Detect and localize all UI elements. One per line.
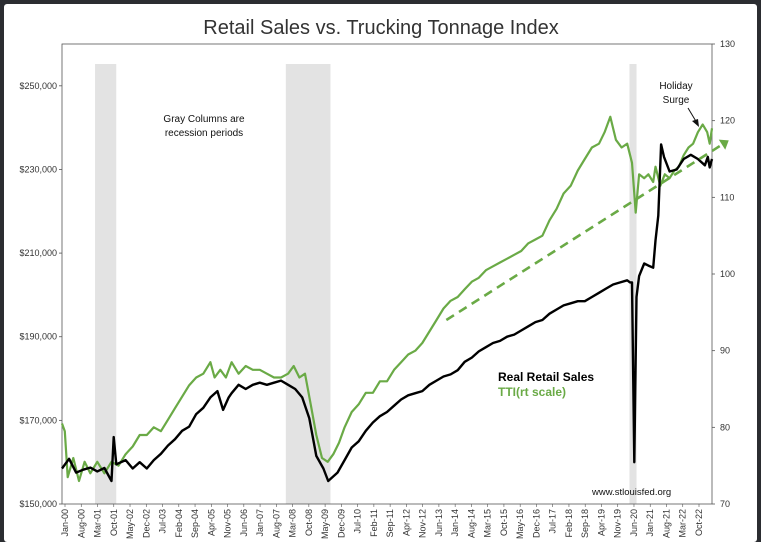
x-axis-tick-label: Jun-20 (629, 509, 639, 537)
left-axis-tick-label: $150,000 (19, 499, 57, 509)
trendline-arrowhead (718, 139, 729, 150)
x-axis-tick-label: Jan-00 (60, 509, 70, 537)
right-axis-tick-label: 90 (720, 346, 730, 356)
legend-tti: TTI(rt scale) (498, 385, 566, 399)
right-axis-tick-label: 110 (720, 192, 734, 202)
x-axis-tick-label: Oct-15 (499, 509, 509, 536)
series-lines (60, 115, 729, 483)
left-axis-tick-label: $190,000 (19, 332, 57, 342)
trendline-dashed (445, 143, 723, 322)
x-axis-tick-label: Apr-05 (206, 509, 216, 536)
x-axis-tick-label: Nov-19 (613, 509, 623, 538)
x-axis-tick-label: Oct-08 (304, 509, 314, 536)
right-axis-tick-label: 100 (720, 269, 735, 279)
x-axis-tick-label: Jun-06 (239, 509, 249, 537)
x-axis-tick-label: Jul-03 (158, 509, 168, 534)
x-axis-tick-label: Mar-15 (483, 509, 493, 538)
axes: $150,000 $170,000 $190,000 $210,000 $230,000… (19, 39, 735, 539)
x-axis-tick-label: Sep-04 (190, 509, 200, 538)
x-axis-tick-label: Aug-00 (76, 509, 86, 538)
left-axis-tick-label: $170,000 (19, 415, 57, 425)
x-axis-tick-label: Oct-22 (694, 509, 704, 536)
x-axis-tick-label: May-02 (125, 509, 135, 539)
x-axis-tick-label: Aug-21 (661, 509, 671, 538)
left-axis-tick-label: $210,000 (19, 248, 57, 258)
holiday-note-line1: Holiday (659, 81, 692, 92)
x-axis-tick-label: Jan-14 (450, 509, 460, 537)
x-axis-tick-label: Jun-13 (434, 509, 444, 537)
x-axis-tick-label: Feb-11 (369, 509, 379, 537)
x-axis-tick-label: Feb-04 (174, 509, 184, 538)
x-axis-tick-label: Apr-19 (596, 509, 606, 536)
x-axis-tick-label: May-09 (320, 509, 330, 539)
x-axis-tick-label: Mar-08 (288, 509, 298, 538)
x-axis-tick-label: Jan-07 (255, 509, 265, 537)
x-axis-tick-label: Dec-09 (336, 509, 346, 538)
right-axis-tick-label: 120 (720, 116, 735, 126)
x-axis-tick-label: Jan-21 (645, 509, 655, 537)
x-axis-tick-label: Aug-14 (466, 509, 476, 538)
x-axis-tick-label: Nov-12 (418, 509, 428, 538)
x-axis-tick-label: Apr-12 (401, 509, 411, 536)
x-axis-tick-label: Mar-01 (93, 509, 103, 538)
x-axis-tick-label: Dec-16 (531, 509, 541, 538)
series-line-real-retail-sales (61, 143, 714, 483)
source-note: www.stlouisfed.org (591, 487, 671, 498)
series-line-tti (60, 115, 714, 483)
left-axis-tick-label: $250,000 (19, 81, 57, 91)
plot-frame (61, 43, 713, 505)
holiday-note-line2: Surge (663, 95, 690, 106)
x-axis-tick-label: Feb-18 (564, 509, 574, 538)
x-axis-tick-label: Sep-18 (580, 509, 590, 538)
x-axis-tick-label: Oct-01 (109, 509, 119, 536)
x-axis-tick-label: May-16 (515, 509, 525, 539)
right-axis-tick-label: 130 (720, 39, 735, 49)
x-axis-tick-label: Jul-17 (548, 509, 558, 534)
recession-band (285, 64, 331, 504)
x-axis-tick-label: Sep-11 (385, 509, 395, 537)
right-axis-tick-label: 80 (720, 422, 730, 432)
x-axis-tick-label: Dec-02 (141, 509, 151, 538)
right-axis-tick-label: 70 (720, 499, 730, 509)
chart-title: Retail Sales vs. Trucking Tonnage Index (203, 17, 558, 39)
x-axis-tick-label: Aug-07 (271, 509, 281, 538)
recession-band (95, 64, 117, 504)
x-axis-tick-label: Jul-10 (353, 509, 363, 534)
left-axis-tick-label: $230,000 (19, 164, 57, 174)
holiday-arrow-head (692, 119, 699, 127)
recession-note-line1: Gray Columns are (163, 114, 245, 125)
x-axis-tick-label: Nov-05 (223, 509, 233, 538)
recession-note-line2: recession periods (165, 128, 243, 139)
x-axis-tick-label: Mar-22 (678, 509, 688, 538)
legend-retail-sales: Real Retail Sales (498, 370, 594, 384)
